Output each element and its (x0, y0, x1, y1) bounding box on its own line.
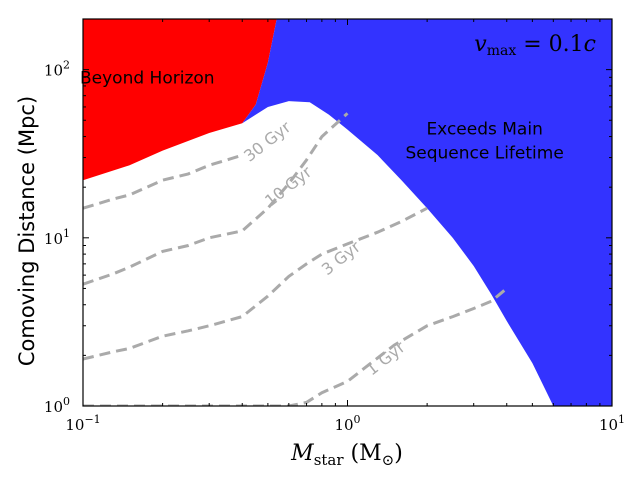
x-tick-label: 100 (334, 413, 360, 434)
region-label-exceeds-main-sequence: Exceeds Main Sequence Lifetime (405, 119, 563, 163)
plot-content (83, 19, 612, 406)
vmax-annotation: vmax = 0.1c (474, 32, 596, 59)
y-axis-label: Comoving Distance (Mpc) (15, 96, 39, 366)
x-axis-label: Mstar (M⊙) (290, 441, 403, 469)
series-line-1-gyr (83, 287, 508, 406)
y-tick-label: 100 (44, 395, 70, 416)
y-tick-label: 102 (44, 59, 70, 80)
axis-ticks (82, 18, 613, 407)
region-label-beyond-horizon: Beyond Horizon (80, 68, 215, 88)
x-tick-label: 101 (599, 413, 625, 434)
series-line-3-gyr (83, 206, 428, 361)
x-tick-label: 10−1 (65, 413, 100, 434)
series-layer (83, 112, 508, 406)
y-tick-label: 101 (44, 227, 70, 248)
region-beyond-horizon (83, 19, 277, 181)
region-exceeds-main-sequence (242, 19, 612, 406)
region-labels: Beyond Horizon Exceeds Main Sequence Life… (80, 68, 564, 163)
